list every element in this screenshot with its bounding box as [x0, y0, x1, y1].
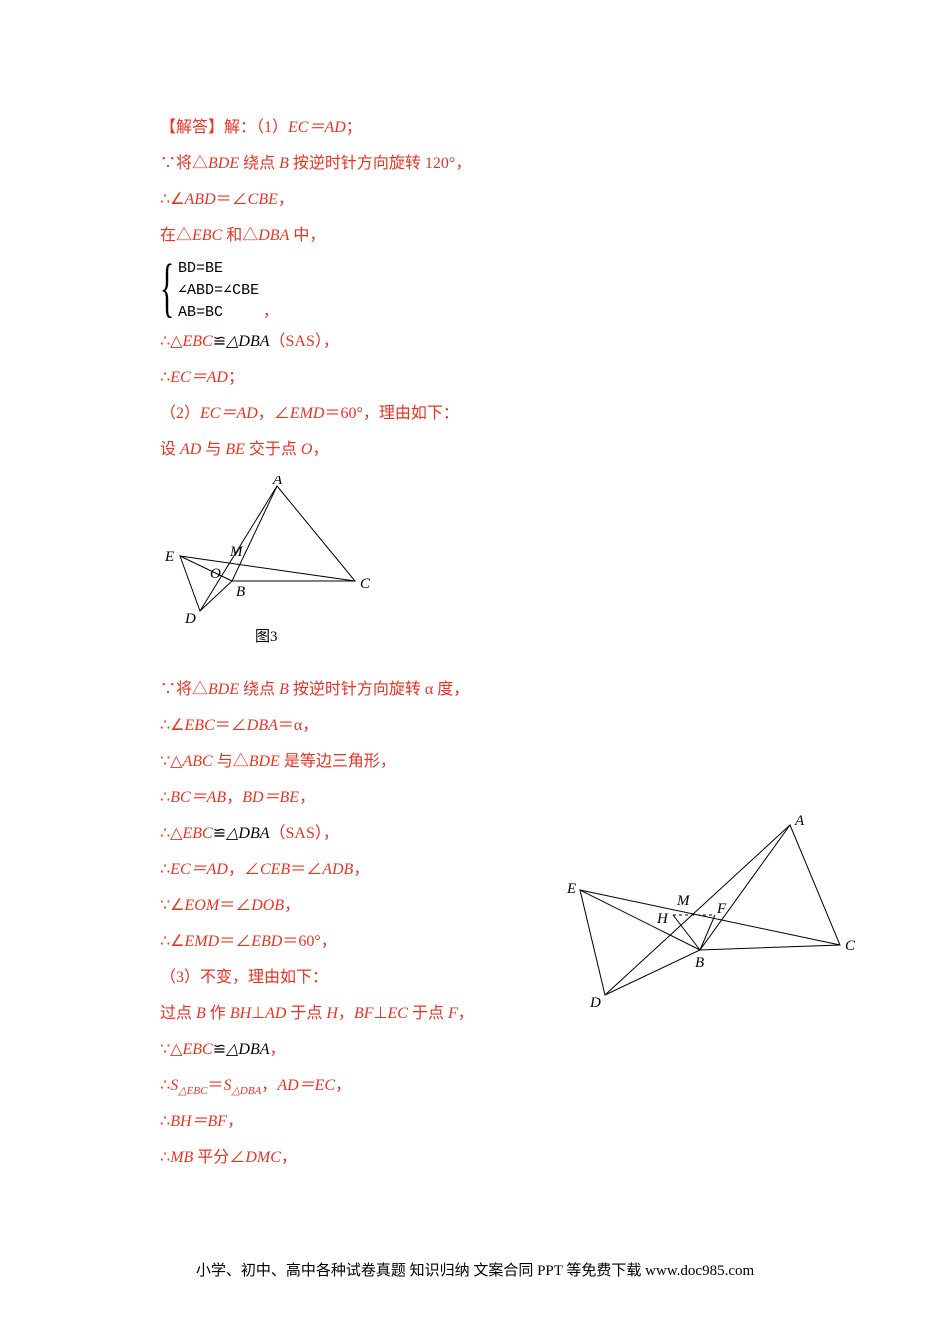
figure-3-svg: A B C D E M O 图3 — [160, 476, 400, 646]
line-1: 【解答】解：（1）EC＝AD； — [160, 110, 860, 146]
label-A: A — [272, 476, 283, 488]
brace-row-3: AB=BC， — [178, 302, 278, 324]
brace-rows: BD=BE ∠ABD=∠CBE AB=BC， — [178, 258, 278, 324]
line-7: （2）EC＝AD，∠EMD＝60°，理由如下： — [160, 396, 860, 432]
label2-B: B — [695, 955, 704, 971]
figure-right: A B C D E M H F — [565, 815, 855, 1020]
line-5: ∴△EBC≌△DBA（SAS）， — [160, 324, 860, 360]
label-D: D — [184, 611, 196, 627]
brace-row-2: ∠ABD=∠CBE — [178, 280, 278, 302]
label2-D: D — [589, 995, 601, 1011]
label-C: C — [360, 576, 371, 592]
line-11: ∵△ABC 与△BDE 是等边三角形， — [160, 744, 860, 780]
line-3: ∴∠ABD＝∠CBE， — [160, 182, 860, 218]
label-M: M — [229, 544, 244, 560]
line-12: ∴BC＝AB，BD＝BE， — [160, 780, 860, 816]
label2-A: A — [794, 815, 805, 829]
line-20: ∴S△EBC＝S△DBA，AD＝EC， — [160, 1068, 860, 1104]
label2-C: C — [845, 938, 855, 954]
line-4: 在△EBC 和△DBA 中， — [160, 218, 860, 254]
figure-3: A B C D E M O 图3 — [160, 476, 860, 660]
line-22: ∴MB 平分∠DMC， — [160, 1140, 860, 1176]
label-E: E — [164, 549, 174, 565]
line-2: ∵将△BDE 绕点 B 按逆时针方向旋转 120°， — [160, 146, 860, 182]
label-O: O — [210, 566, 221, 582]
line-19: ∵△EBC≌△DBA， — [160, 1032, 860, 1068]
page-footer: 小学、初中、高中各种试卷真题 知识归纳 文案合同 PPT 等免费下载 www.d… — [0, 1259, 950, 1280]
figure-3-caption: 图3 — [255, 628, 278, 645]
label2-E: E — [566, 881, 576, 897]
left-brace-icon: { — [160, 255, 167, 321]
line-8: 设 AD 与 BE 交于点 O， — [160, 432, 860, 468]
line-6: ∴EC＝AD； — [160, 360, 860, 396]
figure-right-svg: A B C D E M H F — [565, 815, 855, 1015]
line-21: ∴BH＝BF， — [160, 1104, 860, 1140]
label2-M: M — [676, 893, 691, 909]
label-B: B — [236, 584, 245, 600]
label2-F: F — [716, 901, 727, 917]
equation-system: { BD=BE ∠ABD=∠CBE AB=BC， — [160, 258, 860, 324]
line-9: ∵将△BDE 绕点 B 按逆时针方向旋转 α 度， — [160, 672, 860, 708]
label2-H: H — [656, 911, 669, 927]
line-10: ∴∠EBC＝∠DBA＝α， — [160, 708, 860, 744]
brace-row-1: BD=BE — [178, 258, 278, 280]
